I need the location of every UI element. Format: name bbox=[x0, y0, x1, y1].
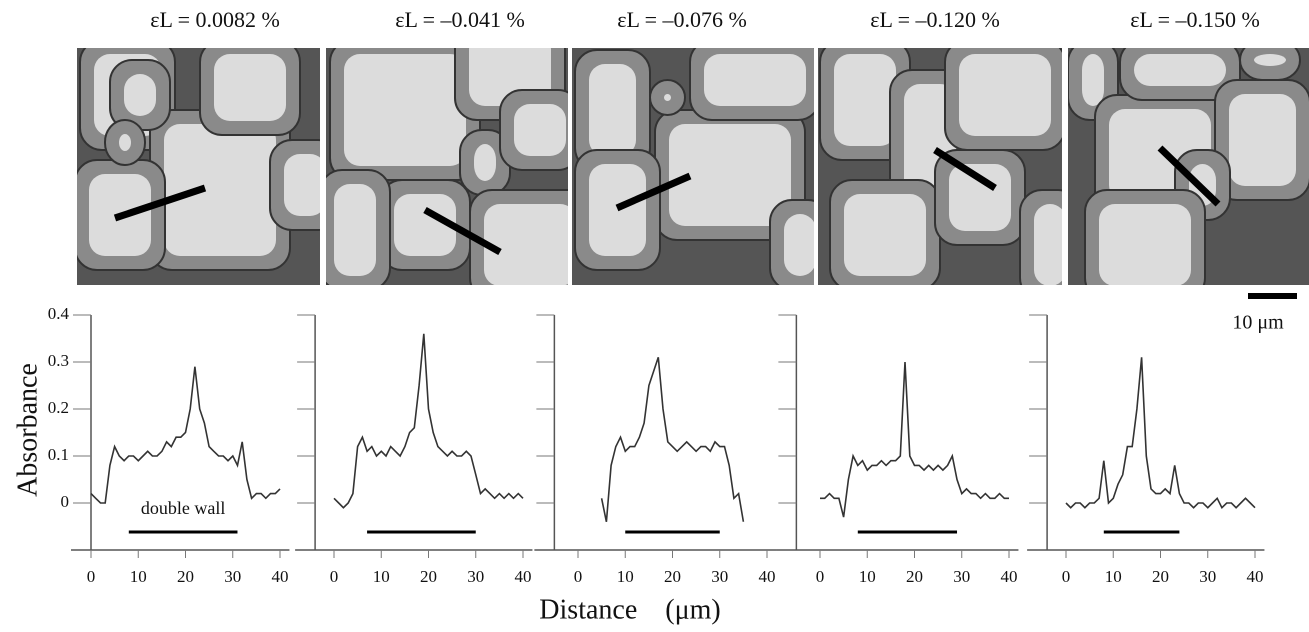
micrograph bbox=[326, 48, 568, 285]
micrograph bbox=[77, 48, 320, 285]
x-tick-label: 40 bbox=[272, 567, 289, 586]
y-axis-title: Absorbance bbox=[12, 363, 43, 497]
micrograph-body bbox=[77, 48, 320, 285]
x-tick-label: 20 bbox=[1152, 567, 1169, 586]
cell-lumen bbox=[1034, 204, 1062, 285]
x-tick-label: 0 bbox=[574, 567, 583, 586]
x-tick-label: 10 bbox=[373, 567, 390, 586]
cell-lumen bbox=[844, 194, 926, 276]
cell-lumen bbox=[119, 134, 131, 151]
measurement-line bbox=[615, 172, 692, 212]
cell-lumen bbox=[1134, 54, 1226, 86]
cell-lumen bbox=[669, 124, 791, 226]
cell-lumen bbox=[164, 124, 276, 256]
measurement-line bbox=[113, 184, 207, 222]
y-tick-label: 0 bbox=[61, 492, 70, 511]
micrograph-body bbox=[1068, 48, 1309, 285]
x-tick-label: 30 bbox=[224, 567, 241, 586]
cell-lumen bbox=[589, 64, 636, 156]
x-tick-label: 30 bbox=[953, 567, 970, 586]
micrograph-body bbox=[326, 48, 568, 285]
micrograph bbox=[572, 48, 814, 285]
x-tick-label: 30 bbox=[1199, 567, 1216, 586]
cell-lumen bbox=[1254, 54, 1286, 66]
x-tick-label: 0 bbox=[87, 567, 96, 586]
annotation: double wall bbox=[141, 498, 225, 518]
micrograph-body bbox=[818, 48, 1062, 285]
x-tick-label: 10 bbox=[1105, 567, 1122, 586]
absorbance-line bbox=[820, 361, 1009, 518]
cell-lumen bbox=[1229, 94, 1296, 186]
x-tick-label: 40 bbox=[515, 567, 532, 586]
absorbance-line bbox=[1065, 357, 1256, 510]
x-tick-label: 0 bbox=[816, 567, 825, 586]
cell-lumen bbox=[1082, 54, 1104, 106]
x-tick-label: 10 bbox=[130, 567, 147, 586]
y-tick-label: 0.3 bbox=[48, 351, 69, 370]
x-tick-label: 10 bbox=[617, 567, 634, 586]
x-tick-label: 40 bbox=[759, 567, 776, 586]
x-tick-label: 30 bbox=[467, 567, 484, 586]
chart-title: εL = –0.076 % bbox=[617, 7, 747, 32]
chart-title: εL = –0.150 % bbox=[1130, 7, 1260, 32]
x-tick-label: 20 bbox=[664, 567, 681, 586]
cell-lumen bbox=[214, 54, 286, 121]
absorbance-line bbox=[90, 366, 281, 504]
cell-lumen bbox=[514, 104, 566, 156]
x-tick-label: 0 bbox=[330, 567, 339, 586]
chart-title: εL = –0.120 % bbox=[870, 7, 1000, 32]
absorbance-line bbox=[333, 333, 524, 509]
cell-lumen bbox=[589, 164, 646, 256]
cell-lumen bbox=[124, 74, 156, 116]
cell-lumen bbox=[474, 144, 496, 181]
x-tick-label: 10 bbox=[859, 567, 876, 586]
absorbance-line bbox=[600, 357, 745, 522]
chart-title: εL = –0.041 % bbox=[395, 7, 525, 32]
x-axis-title: Distance (μm) bbox=[539, 594, 720, 625]
x-tick-label: 0 bbox=[1062, 567, 1071, 586]
cell-lumen bbox=[284, 154, 320, 216]
y-tick-label: 0.2 bbox=[48, 398, 69, 417]
y-tick-label: 0.1 bbox=[48, 445, 69, 464]
measurement-line bbox=[423, 206, 502, 256]
cell-lumen bbox=[949, 164, 1011, 231]
micrograph-body bbox=[572, 48, 814, 285]
scale-bar-label: 10 μm bbox=[1232, 312, 1284, 334]
cell-lumen bbox=[344, 54, 466, 166]
cell-lumen bbox=[334, 184, 376, 276]
x-tick-label: 20 bbox=[177, 567, 194, 586]
x-tick-label: 30 bbox=[711, 567, 728, 586]
cell-lumen bbox=[834, 54, 896, 146]
micrograph bbox=[818, 48, 1062, 285]
cell-lumen bbox=[784, 214, 814, 276]
chart-title: εL = 0.0082 % bbox=[150, 7, 280, 32]
cell-lumen bbox=[394, 194, 456, 256]
cell-lumen bbox=[1099, 204, 1191, 285]
x-tick-label: 20 bbox=[906, 567, 923, 586]
cell-lumen bbox=[484, 204, 568, 285]
cell-lumen bbox=[704, 54, 806, 106]
measurement-line bbox=[1157, 145, 1221, 207]
micrograph bbox=[1068, 48, 1309, 285]
x-tick-label: 40 bbox=[1001, 567, 1018, 586]
cell-lumen bbox=[959, 54, 1051, 136]
measurement-line bbox=[933, 147, 997, 191]
x-tick-label: 20 bbox=[420, 567, 437, 586]
y-tick-label: 0.4 bbox=[48, 304, 70, 323]
cell-lumen bbox=[664, 94, 671, 101]
x-tick-label: 40 bbox=[1247, 567, 1264, 586]
